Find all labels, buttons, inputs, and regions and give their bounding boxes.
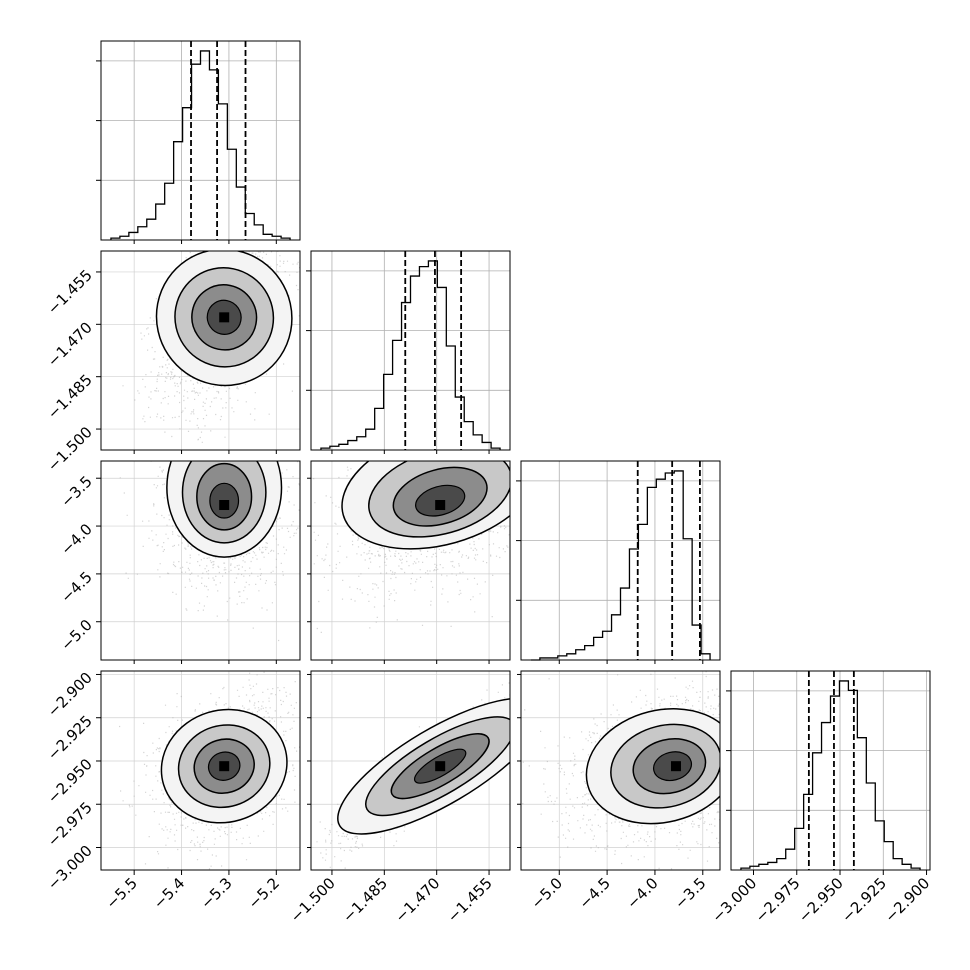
y-tick-label: −3.5 <box>57 472 95 510</box>
density-peak <box>219 500 230 511</box>
x-tick-label: −5.5 <box>103 874 141 912</box>
scatter-panel-4-1 <box>100 670 301 871</box>
density-peak <box>435 500 446 511</box>
panel-content <box>521 671 720 870</box>
y-tick-label: −2.925 <box>44 712 96 764</box>
x-tick-label: −2.925 <box>838 874 890 926</box>
panel-frame <box>100 250 301 451</box>
panel-frame <box>310 460 511 661</box>
histogram-step <box>320 260 501 450</box>
y-tick-label: −1.455 <box>44 266 96 318</box>
density-peak <box>219 761 230 772</box>
panel-content <box>101 461 300 660</box>
scatter-points <box>119 671 300 870</box>
histogram-panel-4 <box>726 670 931 871</box>
histogram-panel-2 <box>306 250 511 451</box>
y-tick-label: −2.950 <box>44 755 96 807</box>
scatter-panel-4-3 <box>520 670 721 871</box>
panel-frame <box>310 670 511 871</box>
panel-content <box>101 671 300 870</box>
panel-frame <box>100 670 301 871</box>
scatter-points <box>311 461 510 633</box>
x-tick-label: −2.950 <box>795 874 847 926</box>
y-tick-label: −1.500 <box>44 423 96 475</box>
histogram-step <box>110 50 291 240</box>
scatter-panel-2-1 <box>100 250 301 451</box>
density-peak <box>219 312 230 323</box>
x-tick-label: −5.3 <box>197 874 235 912</box>
x-tick-label: −1.455 <box>444 874 496 926</box>
histogram-step <box>740 680 921 870</box>
y-tick-label: −2.900 <box>44 669 96 721</box>
density-peak <box>670 761 681 772</box>
x-tick-label: −5.2 <box>245 874 283 912</box>
x-tick-label: −2.900 <box>881 874 933 926</box>
histogram-step <box>530 470 711 661</box>
panel-content <box>311 671 510 870</box>
panel-frame <box>100 460 301 661</box>
scatter-panel-3-1 <box>100 460 301 661</box>
y-tick-label: −2.975 <box>44 798 96 850</box>
x-tick-label: −1.485 <box>339 874 391 926</box>
panel-frame <box>520 670 721 871</box>
panel-content <box>311 461 510 660</box>
y-tick-label: −1.470 <box>44 318 96 370</box>
histogram-panel-3 <box>516 460 721 661</box>
density-peak <box>435 761 446 772</box>
panel-frame <box>310 250 511 451</box>
scatter-panel-4-2 <box>310 670 511 871</box>
panel-frame <box>100 40 301 241</box>
y-tick-label: −1.485 <box>44 371 96 423</box>
x-tick-label: −5.4 <box>150 874 188 912</box>
scatter-panel-3-2 <box>310 460 511 661</box>
panel-frame <box>520 460 721 661</box>
x-tick-label: −4.5 <box>575 874 613 912</box>
y-tick-label: −5.0 <box>57 616 95 654</box>
x-tick-label: −3.5 <box>671 874 709 912</box>
y-tick-label: −4.0 <box>57 520 95 558</box>
histogram-panel-1 <box>96 40 301 241</box>
y-tick-label: −4.5 <box>57 568 95 606</box>
x-tick-label: −4.0 <box>623 874 661 912</box>
y-tick-label: −3.000 <box>44 842 96 894</box>
x-tick-label: −5.0 <box>528 874 566 912</box>
panel-frame <box>730 670 931 871</box>
x-tick-label: −3.000 <box>708 874 760 926</box>
panel-content <box>101 251 300 450</box>
x-tick-label: −2.975 <box>752 874 804 926</box>
x-tick-label: −1.470 <box>392 874 444 926</box>
x-tick-label: −1.500 <box>287 874 339 926</box>
